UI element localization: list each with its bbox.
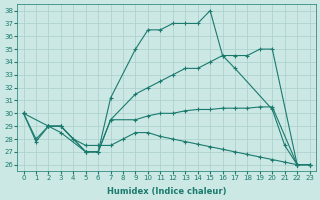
X-axis label: Humidex (Indice chaleur): Humidex (Indice chaleur) [107,187,226,196]
